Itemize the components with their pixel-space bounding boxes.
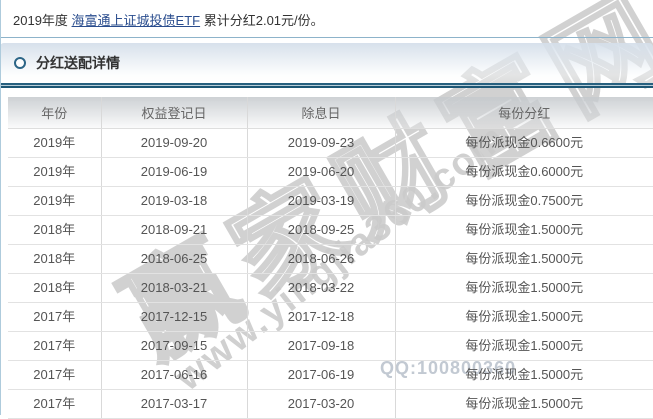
table-cell: 2017年 bbox=[8, 302, 102, 332]
table-row: 2019年 2019-09-20 2019-09-23 每份派现金0.6600元 bbox=[8, 128, 653, 158]
table-row: 2017年 2017-06-16 2017-06-19 每份派现金1.5000元 bbox=[8, 360, 653, 390]
table-cell: 每份派现金0.7500元 bbox=[395, 186, 653, 216]
table-cell: 2018年 bbox=[8, 215, 102, 245]
table-cell: 2019-09-23 bbox=[247, 128, 396, 158]
table-cell: 每份派现金1.5000元 bbox=[395, 244, 653, 274]
table-cell: 2018年 bbox=[8, 244, 102, 274]
table-cell: 2017年 bbox=[8, 389, 102, 419]
column-header-record-date: 权益登记日 bbox=[101, 97, 248, 129]
table-cell: 2017-03-17 bbox=[101, 389, 248, 419]
table-row: 2017年 2017-03-17 2017-03-20 每份派现金1.5000元 bbox=[8, 389, 653, 419]
column-header-dividend-per-share: 每份分红 bbox=[395, 97, 653, 129]
table-row: 2018年 2018-06-25 2018-06-26 每份派现金1.5000元 bbox=[8, 244, 653, 274]
table-cell: 2018-03-22 bbox=[247, 273, 396, 303]
table-row: 2017年 2017-09-15 2017-09-18 每份派现金1.5000元 bbox=[8, 331, 653, 361]
table-cell: 2018-06-26 bbox=[247, 244, 396, 274]
section-divider bbox=[0, 83, 653, 88]
dividend-table: 年份 权益登记日 除息日 每份分红 2019年 2019-09-20 2019-09… bbox=[8, 97, 653, 419]
table-cell: 2017-09-15 bbox=[101, 331, 248, 361]
table-cell: 2017年 bbox=[8, 331, 102, 361]
table-row: 2018年 2018-09-21 2018-09-25 每份派现金1.5000元 bbox=[8, 215, 653, 245]
summary-prefix: 2019年度 bbox=[13, 13, 72, 28]
fund-link[interactable]: 海富通上证城投债ETF bbox=[71, 13, 201, 28]
table-cell: 2018-06-25 bbox=[101, 244, 248, 274]
column-header-exdividend-date: 除息日 bbox=[247, 97, 396, 129]
dividend-table-wrap: 年份 权益登记日 除息日 每份分红 2019年 2019-09-20 2019-09… bbox=[8, 97, 653, 419]
table-cell: 每份派现金1.5000元 bbox=[395, 273, 653, 303]
dividend-summary: 2019年度 海富通上证城投债ETF 累计分红2.01元/份。 bbox=[0, 0, 653, 38]
dividend-table-body: 2019年 2019-09-20 2019-09-23 每份派现金0.6600元 201… bbox=[8, 128, 653, 419]
column-header-year: 年份 bbox=[8, 97, 102, 129]
table-cell: 每份派现金1.5000元 bbox=[395, 302, 653, 332]
table-cell: 2019年 bbox=[8, 128, 102, 158]
bullet-circle-icon bbox=[14, 57, 26, 69]
table-cell: 2018-09-25 bbox=[247, 215, 396, 245]
table-cell: 2017-09-18 bbox=[247, 331, 396, 361]
table-cell: 每份派现金1.5000元 bbox=[395, 215, 653, 245]
table-row: 2017年 2017-12-15 2017-12-18 每份派现金1.5000元 bbox=[8, 302, 653, 332]
table-cell: 每份派现金1.5000元 bbox=[395, 360, 653, 390]
table-cell: 每份派现金0.6000元 bbox=[395, 157, 653, 187]
section-title: 分红送配详情 bbox=[36, 55, 120, 71]
table-cell: 每份派现金0.6600元 bbox=[395, 128, 653, 158]
table-cell: 2019-09-20 bbox=[101, 128, 248, 158]
table-cell: 2019-03-19 bbox=[247, 186, 396, 216]
table-cell: 2019-03-18 bbox=[101, 186, 248, 216]
table-cell: 2018年 bbox=[8, 273, 102, 303]
page-left-border bbox=[0, 0, 1, 415]
table-header-row: 年份 权益登记日 除息日 每份分红 bbox=[8, 97, 653, 129]
table-cell: 2019年 bbox=[8, 157, 102, 187]
table-cell: 2017年 bbox=[8, 360, 102, 390]
table-row: 2018年 2018-03-21 2018-03-22 每份派现金1.5000元 bbox=[8, 273, 653, 303]
table-cell: 2019年 bbox=[8, 186, 102, 216]
table-cell: 2018-09-21 bbox=[101, 215, 248, 245]
table-row: 2019年 2019-06-19 2019-06-20 每份派现金0.6000元 bbox=[8, 157, 653, 187]
table-cell: 2017-06-19 bbox=[247, 360, 396, 390]
table-cell: 2017-03-20 bbox=[247, 389, 396, 419]
table-cell: 2017-12-18 bbox=[247, 302, 396, 332]
table-cell: 2017-12-15 bbox=[101, 302, 248, 332]
summary-suffix: 累计分红2.01元/份。 bbox=[200, 13, 324, 28]
table-cell: 2018-03-21 bbox=[101, 273, 248, 303]
table-row: 2019年 2019-03-18 2019-03-19 每份派现金0.7500元 bbox=[8, 186, 653, 216]
table-cell: 2017-06-16 bbox=[101, 360, 248, 390]
section-header: 分红送配详情 bbox=[0, 43, 653, 83]
table-cell: 2019-06-19 bbox=[101, 157, 248, 187]
table-cell: 每份派现金1.5000元 bbox=[395, 331, 653, 361]
table-cell: 2019-06-20 bbox=[247, 157, 396, 187]
table-cell: 每份派现金1.5000元 bbox=[395, 389, 653, 419]
